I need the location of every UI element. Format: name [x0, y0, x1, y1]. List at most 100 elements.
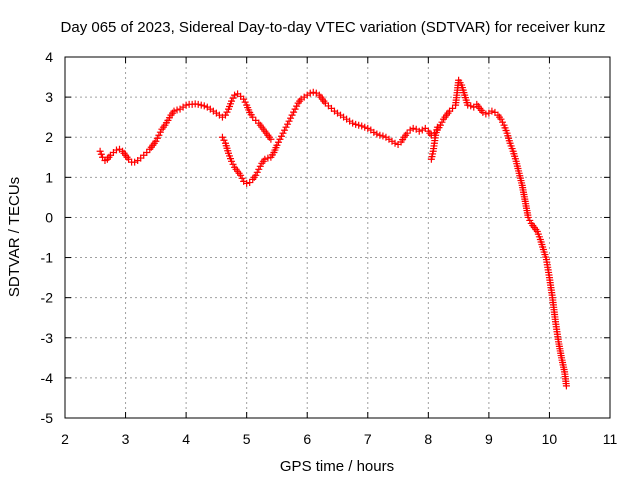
data-point	[497, 115, 505, 123]
data-point	[155, 131, 163, 139]
data-point	[409, 124, 417, 132]
data-point	[449, 104, 457, 112]
data-point	[170, 107, 178, 115]
data-point	[293, 102, 301, 110]
data-point	[279, 129, 287, 137]
data-point	[433, 123, 441, 131]
data-point	[223, 108, 231, 116]
data-point	[276, 135, 284, 143]
data-point	[291, 105, 299, 113]
data-point	[415, 127, 423, 135]
data-point	[240, 95, 248, 103]
x-tick-label: 9	[485, 431, 493, 447]
series-segment-3	[427, 123, 441, 163]
data-point	[194, 100, 202, 108]
y-tick-labels: 4 3 2 1 0 -1 -2 -3 -4 -5	[41, 49, 54, 426]
data-point	[228, 157, 236, 165]
series-segment-2	[218, 76, 570, 390]
x-tick-label: 8	[424, 431, 432, 447]
data-point	[524, 213, 532, 221]
x-tick-label: 11	[603, 431, 618, 447]
data-point	[238, 174, 246, 182]
data-point	[287, 114, 295, 122]
data-point	[241, 98, 249, 106]
data-point	[370, 128, 378, 136]
data-point	[306, 89, 314, 97]
data-point	[229, 94, 237, 102]
data-point	[349, 119, 357, 127]
data-point	[246, 179, 254, 187]
data-point	[220, 136, 228, 144]
data-point	[438, 118, 446, 126]
data-point	[252, 171, 260, 179]
data-point	[282, 123, 290, 131]
points-layer	[96, 76, 570, 390]
y-tick-label: -1	[41, 250, 54, 266]
data-point	[200, 102, 208, 110]
data-point	[277, 132, 285, 140]
data-point	[355, 121, 363, 129]
data-point	[403, 129, 411, 137]
data-point	[267, 135, 275, 143]
y-tick-label: -4	[41, 370, 54, 386]
data-point	[237, 171, 245, 179]
data-point	[361, 123, 369, 131]
y-tick-label: -3	[41, 330, 54, 346]
data-point	[197, 101, 205, 109]
data-point	[562, 382, 570, 390]
data-point	[96, 147, 104, 155]
x-tick-label: 5	[243, 431, 251, 447]
y-tick-label: -2	[41, 290, 54, 306]
data-point	[112, 146, 120, 154]
x-tick-label: 6	[303, 431, 311, 447]
data-point	[97, 150, 105, 158]
x-tick-label: 3	[122, 431, 130, 447]
data-point	[464, 101, 472, 109]
data-point	[131, 158, 139, 166]
data-point	[264, 154, 272, 162]
series-segment-1	[96, 90, 275, 166]
data-point	[309, 88, 317, 96]
data-point	[391, 139, 399, 147]
data-point	[253, 168, 261, 176]
data-point	[285, 117, 293, 125]
y-tick-label: 2	[45, 129, 53, 145]
x-tick-label: 7	[364, 431, 372, 447]
data-point	[182, 101, 190, 109]
data-point	[488, 107, 496, 115]
data-point	[173, 106, 181, 114]
data-point	[479, 108, 487, 116]
data-point	[218, 133, 226, 141]
y-tick-label: 4	[45, 49, 53, 65]
data-point	[358, 122, 366, 130]
data-point	[376, 131, 384, 139]
data-point	[156, 128, 164, 136]
data-point	[228, 97, 236, 105]
x-tick-label: 10	[542, 431, 558, 447]
data-point	[526, 216, 534, 224]
data-point	[281, 126, 289, 134]
data-point	[229, 160, 237, 168]
x-tick-label: 2	[61, 431, 69, 447]
data-point	[499, 118, 507, 126]
data-point	[153, 134, 161, 142]
data-point	[256, 162, 264, 170]
x-tick-label: 4	[182, 431, 190, 447]
data-point	[143, 148, 151, 156]
data-point	[467, 102, 475, 110]
y-tick-label: -5	[41, 410, 54, 426]
x-axis-label: GPS time / hours	[280, 458, 394, 475]
data-point	[284, 120, 292, 128]
data-point	[221, 111, 229, 119]
y-tick-label: 1	[45, 169, 53, 185]
data-point	[418, 126, 426, 134]
data-point	[152, 137, 160, 145]
data-point	[379, 132, 387, 140]
data-point	[364, 124, 372, 132]
data-point	[261, 155, 269, 163]
data-point	[231, 91, 239, 99]
data-point	[243, 179, 251, 187]
y-tick-label: 0	[45, 209, 53, 225]
x-tick-labels: 2 3 4 5 6 7 8 9 10 11	[61, 431, 617, 447]
